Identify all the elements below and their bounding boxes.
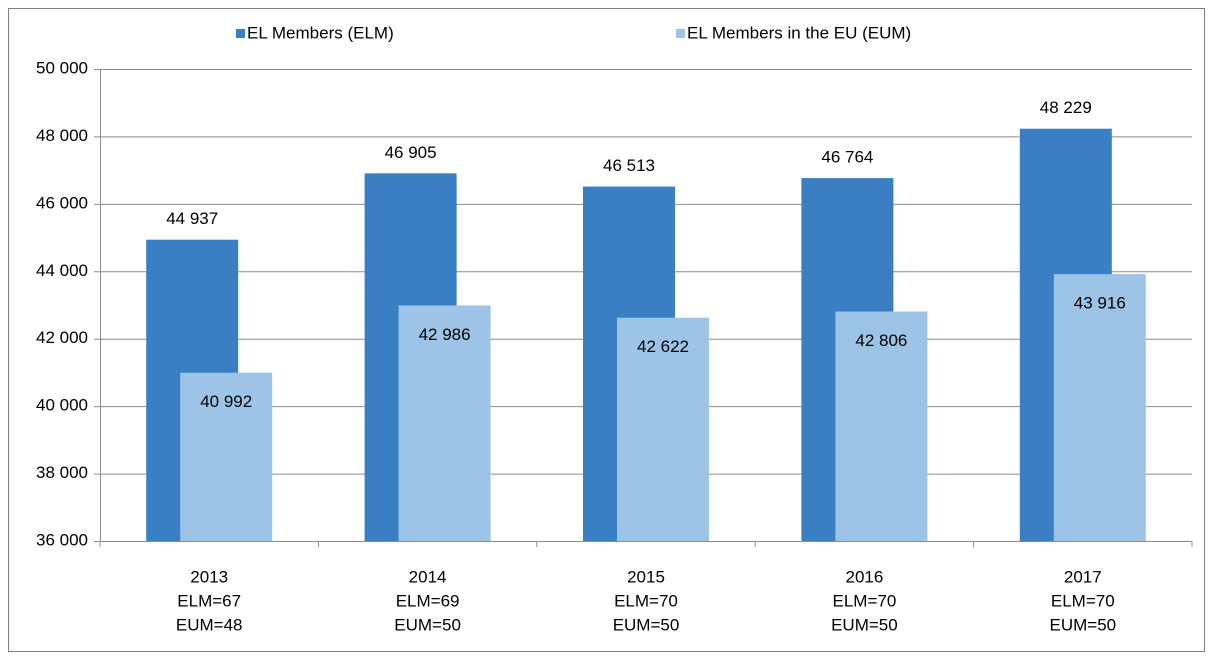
value-label: 42 806 [855,331,907,350]
y-tick-label: 46 000 [36,193,88,212]
x-tick-label: ELM=70 [614,591,678,610]
x-tick-label: ELM=70 [1051,591,1115,610]
x-tick-label: ELM=70 [833,591,897,610]
value-label: 46 764 [821,148,873,167]
legend-swatch [236,29,245,38]
value-label-bg [156,207,229,232]
x-tick-label: ELM=67 [177,591,241,610]
bar [180,372,273,541]
value-label: 43 916 [1074,294,1126,313]
y-tick-label: 36 000 [36,530,88,549]
x-tick-label: EUM=50 [613,615,680,634]
value-label: 46 905 [385,143,437,162]
x-tick-label: 2014 [409,567,447,586]
x-tick-label: 2015 [627,567,665,586]
value-label-bg [811,146,884,171]
x-tick-label: EUM=48 [176,615,243,634]
value-label: 48 229 [1040,98,1092,117]
y-tick-label: 48 000 [36,126,88,145]
bar [617,317,709,541]
bar [1053,274,1146,541]
legend-label: EL Members in the EU (EUM) [687,23,911,42]
legend-label: EL Members (ELM) [247,23,394,42]
bar [835,311,928,541]
y-tick-label: 50 000 [36,58,88,77]
x-tick-label: EUM=50 [1049,615,1116,634]
value-label: 42 986 [419,325,471,344]
value-label-bg [593,154,665,179]
x-tick-label: 2013 [190,567,228,586]
value-label-bg [374,141,447,166]
value-label: 46 513 [603,156,655,175]
y-tick-label: 44 000 [36,261,88,280]
y-tick-label: 38 000 [36,463,88,482]
x-tick-label: EUM=50 [831,615,898,634]
y-tick-label: 42 000 [36,328,88,347]
x-tick-label: EUM=50 [394,615,461,634]
x-tick-label: 2017 [1064,567,1102,586]
x-tick-label: 2016 [845,567,883,586]
value-label: 44 937 [166,209,218,228]
legend-swatch [676,29,685,38]
x-tick-label: ELM=69 [396,591,460,610]
bar [398,305,491,541]
y-tick-label: 40 000 [36,396,88,415]
value-label-bg [1029,96,1102,121]
value-label: 42 622 [637,337,689,356]
value-label: 40 992 [200,392,252,411]
